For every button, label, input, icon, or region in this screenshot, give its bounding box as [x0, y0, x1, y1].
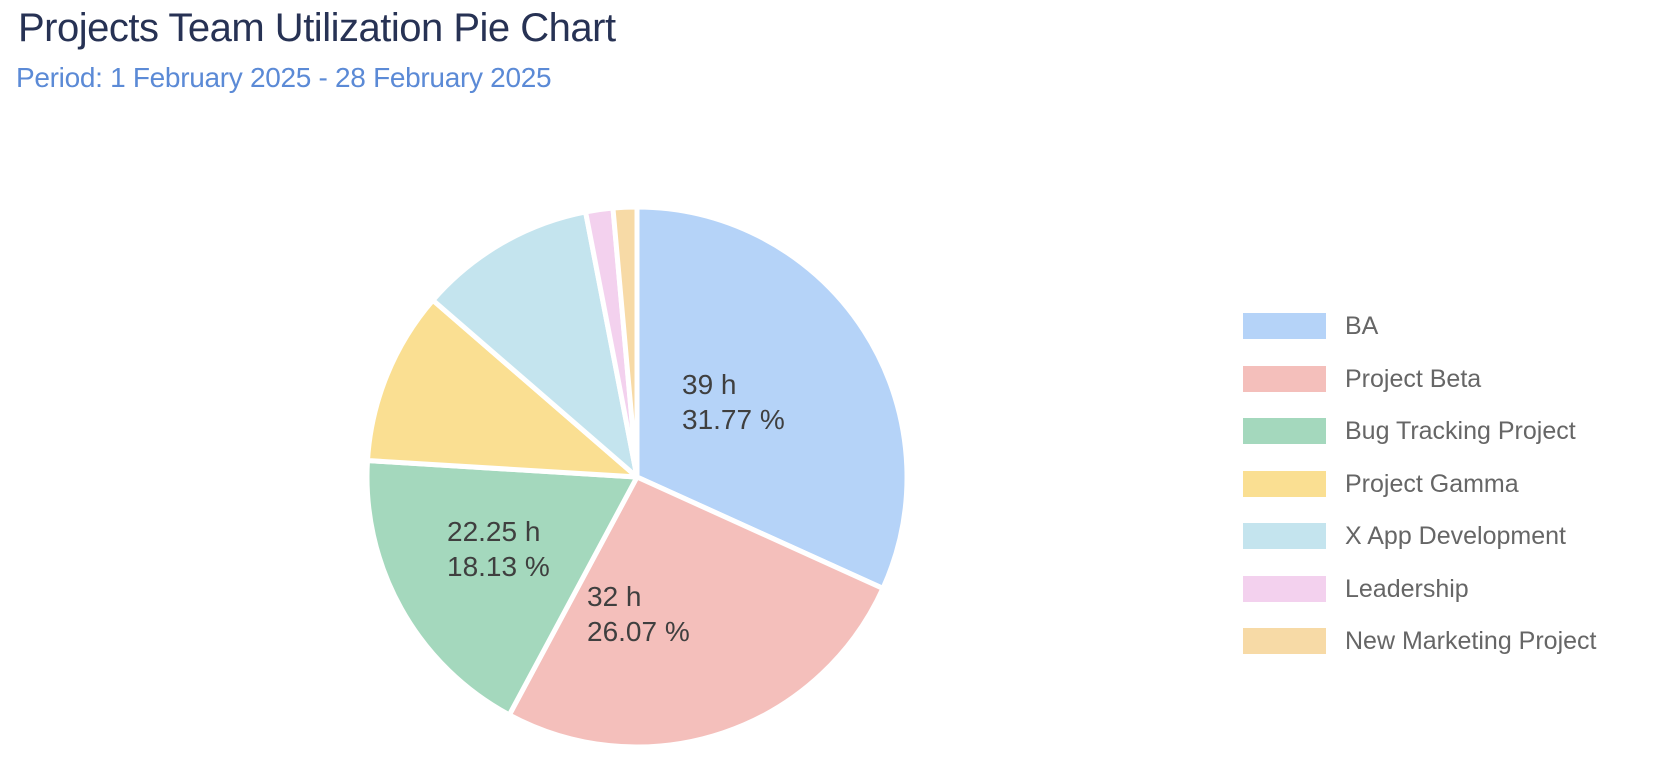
legend-swatch-leadership	[1243, 575, 1326, 602]
legend-swatch-bug-tracking-project	[1243, 418, 1326, 444]
legend-swatch-project-gamma	[1243, 470, 1326, 497]
legend-item-project-gamma[interactable]: Project Gamma	[1243, 469, 1596, 498]
report-period: Period: 1 February 2025 - 28 February 20…	[16, 62, 552, 93]
legend-label: Project Beta	[1345, 364, 1482, 393]
legend-swatch-new-marketing-project	[1243, 628, 1326, 654]
legend-swatch-project-beta	[1243, 365, 1326, 392]
legend-swatch-ba	[1243, 313, 1326, 339]
legend-swatch-x-app-development	[1243, 523, 1326, 549]
legend-label: New Marketing Project	[1345, 627, 1597, 655]
legend-label: Bug Tracking Project	[1345, 417, 1576, 445]
pie-slice-bug-tracking-project[interactable]	[364, 458, 640, 718]
legend-label: Leadership	[1345, 574, 1469, 603]
pie-chart	[364, 204, 910, 750]
legend-item-new-marketing-project[interactable]: New Marketing Project	[1243, 628, 1596, 654]
legend-item-bug-tracking-project[interactable]: Bug Tracking Project	[1243, 418, 1596, 444]
legend-label: X App Development	[1345, 522, 1566, 550]
chart-legend: BA Project Beta Bug Tracking Project Projec…	[1243, 313, 1596, 654]
legend-item-leadership[interactable]: Leadership	[1243, 574, 1596, 603]
legend-label: Project Gamma	[1345, 469, 1519, 498]
pie-slice-x-app-development[interactable]	[430, 209, 640, 480]
pie-slice-project-gamma[interactable]	[365, 297, 640, 480]
legend-label: BA	[1345, 312, 1379, 340]
pie-slice-new-marketing-project[interactable]	[610, 204, 640, 480]
legend-item-ba[interactable]: BA	[1243, 313, 1596, 339]
legend-item-x-app-development[interactable]: X App Development	[1243, 523, 1596, 549]
legend-item-project-beta[interactable]: Project Beta	[1243, 364, 1596, 393]
pie-slice-ba[interactable]	[634, 204, 910, 591]
page-title: Projects Team Utilization Pie Chart	[18, 6, 616, 50]
